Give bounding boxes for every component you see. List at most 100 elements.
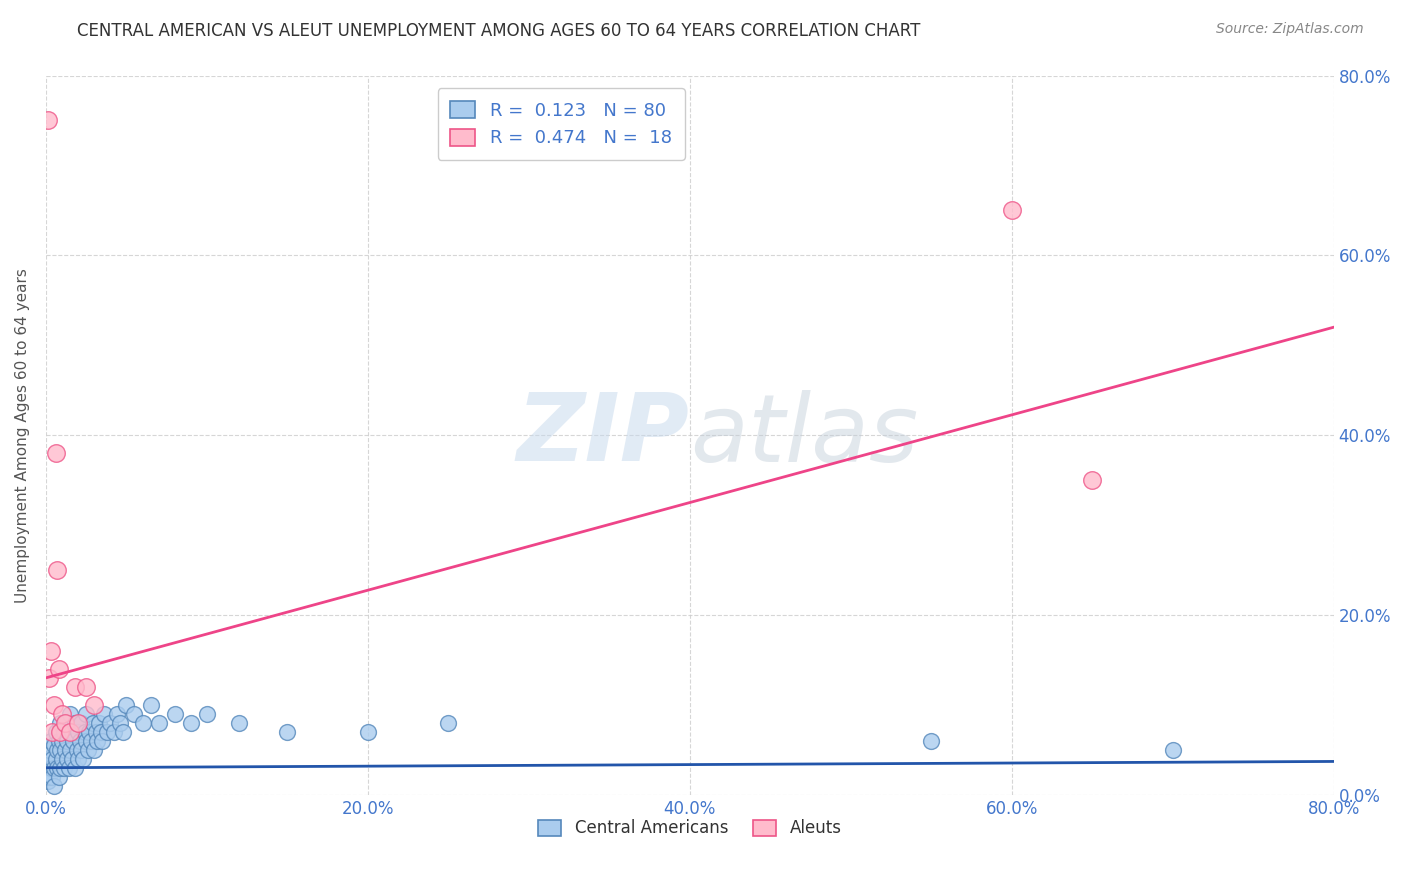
Point <box>37 752 59 766</box>
Point <box>35 761 58 775</box>
Point <box>920 733 942 747</box>
Point <box>48 733 70 747</box>
Point <box>62 733 84 747</box>
Point <box>41 752 63 766</box>
Point <box>76 743 98 757</box>
Point <box>60 752 83 766</box>
Point <box>90 724 112 739</box>
Point <box>65 743 87 757</box>
Point <box>1161 743 1184 757</box>
Y-axis label: Unemployment Among Ages 60 to 64 years: Unemployment Among Ages 60 to 64 years <box>15 268 30 603</box>
Point <box>67 724 90 739</box>
Point <box>75 706 97 721</box>
Point <box>38 743 60 757</box>
Point <box>83 743 105 757</box>
Point <box>59 743 82 757</box>
Point <box>49 761 72 775</box>
Point <box>67 752 90 766</box>
Point <box>41 770 63 784</box>
Legend: Central Americans, Aleuts: Central Americans, Aleuts <box>531 813 848 844</box>
Point <box>46 761 69 775</box>
Point <box>86 733 108 747</box>
Point <box>83 698 105 712</box>
Point <box>37 113 59 128</box>
Point <box>49 724 72 739</box>
Point <box>59 724 82 739</box>
Point <box>56 733 79 747</box>
Point <box>42 738 65 752</box>
Point <box>45 724 67 739</box>
Point <box>79 724 101 739</box>
Point <box>42 698 65 712</box>
Point <box>39 733 62 747</box>
Point <box>39 761 62 775</box>
Point <box>46 743 69 757</box>
Point <box>51 706 73 721</box>
Point <box>53 715 76 730</box>
Point <box>60 724 83 739</box>
Point <box>84 724 107 739</box>
Point <box>163 706 186 721</box>
Point <box>357 724 380 739</box>
Point <box>35 770 58 784</box>
Point <box>82 715 104 730</box>
Point <box>49 715 72 730</box>
Point <box>276 724 298 739</box>
Point <box>37 774 59 789</box>
Point <box>75 733 97 747</box>
Point <box>58 724 80 739</box>
Point <box>56 752 79 766</box>
Point <box>148 715 170 730</box>
Point <box>39 644 62 658</box>
Point <box>108 715 131 730</box>
Point <box>42 779 65 793</box>
Point <box>45 446 67 460</box>
Point <box>59 706 82 721</box>
Point <box>112 724 135 739</box>
Point <box>1081 473 1104 487</box>
Point <box>45 752 67 766</box>
Point <box>437 715 460 730</box>
Point <box>42 761 65 775</box>
Point <box>51 752 73 766</box>
Point <box>180 715 202 730</box>
Point <box>49 743 72 757</box>
Point <box>51 733 73 747</box>
Point <box>139 698 162 712</box>
Point <box>58 761 80 775</box>
Point <box>228 715 250 730</box>
Point <box>52 724 75 739</box>
Point <box>115 698 138 712</box>
Point <box>75 680 97 694</box>
Point <box>38 671 60 685</box>
Point <box>52 761 75 775</box>
Point <box>41 724 63 739</box>
Point <box>53 715 76 730</box>
Text: ZIP: ZIP <box>517 389 690 481</box>
Point <box>105 706 128 721</box>
Point <box>53 743 76 757</box>
Point <box>131 715 153 730</box>
Point <box>63 761 86 775</box>
Point <box>67 715 90 730</box>
Point <box>46 563 69 577</box>
Point <box>70 743 93 757</box>
Point <box>103 724 125 739</box>
Text: CENTRAL AMERICAN VS ALEUT UNEMPLOYMENT AMONG AGES 60 TO 64 YEARS CORRELATION CHA: CENTRAL AMERICAN VS ALEUT UNEMPLOYMENT A… <box>77 22 921 40</box>
Point <box>195 706 218 721</box>
Point <box>48 770 70 784</box>
Point <box>72 752 94 766</box>
Point <box>70 715 93 730</box>
Point <box>73 724 96 739</box>
Point <box>91 733 114 747</box>
Point <box>69 733 91 747</box>
Point <box>80 733 103 747</box>
Point <box>98 715 121 730</box>
Point <box>96 724 118 739</box>
Point <box>93 706 115 721</box>
Point <box>48 662 70 676</box>
Text: Source: ZipAtlas.com: Source: ZipAtlas.com <box>1216 22 1364 37</box>
Point <box>63 715 86 730</box>
Point <box>87 715 110 730</box>
Point <box>1001 203 1024 218</box>
